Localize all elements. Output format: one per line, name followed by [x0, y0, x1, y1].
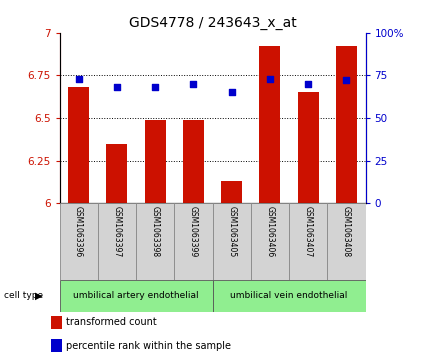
- Bar: [221, 181, 242, 203]
- Text: GSM1063405: GSM1063405: [227, 205, 236, 257]
- Text: cell type: cell type: [4, 291, 43, 300]
- Point: [75, 76, 82, 82]
- Point: [266, 76, 273, 82]
- Bar: [289, 203, 327, 280]
- Text: transformed count: transformed count: [66, 317, 157, 327]
- Text: GSM1063407: GSM1063407: [303, 205, 313, 257]
- Text: umbilical artery endothelial: umbilical artery endothelial: [73, 291, 199, 300]
- Point: [152, 84, 159, 90]
- Text: GSM1063408: GSM1063408: [342, 205, 351, 257]
- Text: ▶: ▶: [35, 291, 43, 301]
- Text: GSM1063406: GSM1063406: [265, 205, 275, 257]
- Bar: [251, 203, 289, 280]
- Point: [228, 89, 235, 95]
- Text: percentile rank within the sample: percentile rank within the sample: [66, 341, 231, 351]
- Bar: [336, 46, 357, 203]
- Text: GSM1063398: GSM1063398: [150, 205, 160, 257]
- Text: umbilical vein endothelial: umbilical vein endothelial: [230, 291, 348, 300]
- Bar: [68, 87, 89, 203]
- Text: GSM1063397: GSM1063397: [112, 205, 122, 257]
- Bar: [298, 92, 319, 203]
- Bar: [60, 203, 98, 280]
- Point: [113, 84, 120, 90]
- Bar: [136, 203, 174, 280]
- Bar: [144, 120, 166, 203]
- Bar: [212, 203, 251, 280]
- Point: [343, 78, 350, 83]
- Text: GSM1063399: GSM1063399: [189, 205, 198, 257]
- Title: GDS4778 / 243643_x_at: GDS4778 / 243643_x_at: [129, 16, 296, 30]
- Point: [190, 81, 197, 87]
- Text: GSM1063396: GSM1063396: [74, 205, 83, 257]
- Point: [305, 81, 312, 87]
- Bar: [212, 280, 366, 312]
- Bar: [98, 203, 136, 280]
- Bar: [259, 46, 280, 203]
- Bar: [183, 120, 204, 203]
- Bar: [174, 203, 212, 280]
- Bar: [60, 280, 212, 312]
- Bar: [106, 144, 128, 203]
- Bar: [327, 203, 366, 280]
